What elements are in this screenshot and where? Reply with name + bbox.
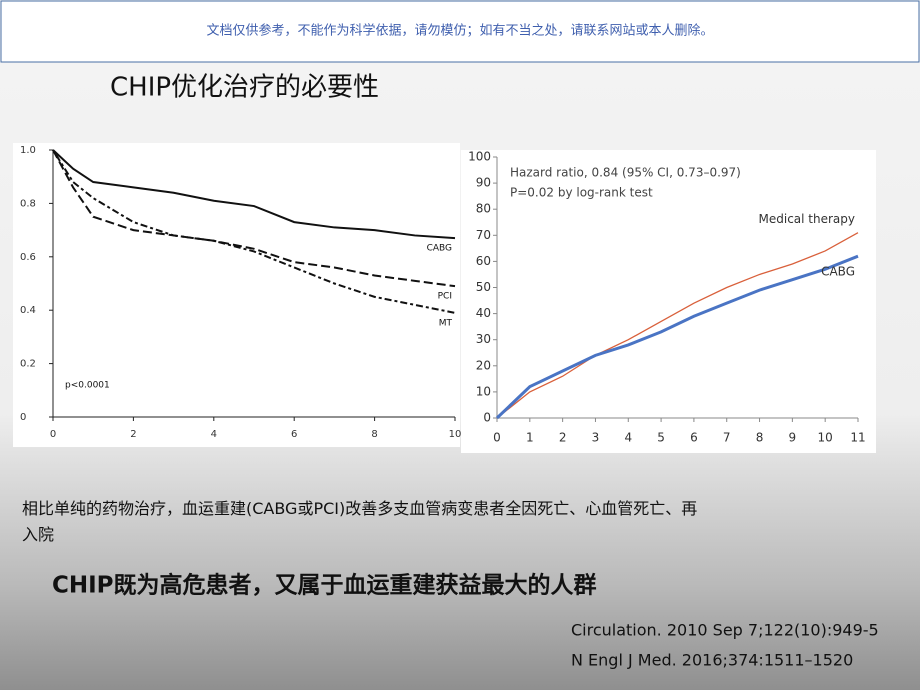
y-tick-label: 30 xyxy=(476,332,491,346)
chart-right-bg xyxy=(461,150,876,453)
x-tick-label: 4 xyxy=(624,431,632,445)
x-tick-label: 6 xyxy=(291,429,297,440)
series-line xyxy=(52,149,456,314)
chart-left-bg xyxy=(13,143,460,447)
annotation: p<0.0001 xyxy=(65,381,110,391)
y-tick-label: 60 xyxy=(476,254,491,268)
x-tick-label: 8 xyxy=(371,429,377,440)
x-tick-label: 3 xyxy=(592,431,600,445)
x-tick-label: 0 xyxy=(50,429,56,440)
x-tick-label: 2 xyxy=(130,429,136,440)
banner-box xyxy=(0,0,920,63)
banner: 文档仅供参考，不能作为科学依据，请勿模仿；如有不当之处，请联系网站或本人删除。 xyxy=(206,23,713,39)
series-line xyxy=(495,254,859,420)
x-tick-label: 10 xyxy=(449,429,462,440)
y-tick-label: 100 xyxy=(468,150,491,164)
y-tick-label: 0.8 xyxy=(20,198,36,209)
series-line xyxy=(52,149,456,240)
y-tick-label: 20 xyxy=(476,358,491,372)
reference: N Engl J Med. 2016;374:1511–1520 xyxy=(571,651,853,670)
x-tick-label: 11 xyxy=(850,431,865,445)
annotation: Hazard ratio, 0.84 (95% CI, 0.73–0.97) xyxy=(510,166,741,180)
slide-title: CHIP优化治疗的必要性 xyxy=(110,73,379,103)
x-tick-label: 2 xyxy=(559,431,567,445)
x-tick-label: 1 xyxy=(526,431,534,445)
x-tick-label: 7 xyxy=(723,431,731,445)
x-tick-label: 10 xyxy=(818,431,833,445)
body-text: 相比单纯的药物治疗，血运重建(CABG或PCI)改善多支血管病变患者全因死亡、心… xyxy=(22,499,697,544)
series-label: PCI xyxy=(438,292,452,302)
headline: CHIP既为高危患者，又属于血运重建获益最大的人群 xyxy=(52,572,597,599)
y-tick-label: 1.0 xyxy=(20,145,36,156)
series-line xyxy=(52,149,456,288)
y-tick-label: 0.2 xyxy=(20,359,36,370)
y-tick-label: 0 xyxy=(483,411,491,425)
reference: Circulation. 2010 Sep 7;122(10):949-5 xyxy=(571,621,879,640)
series-label: Medical therapy xyxy=(759,212,856,226)
y-tick-label: 0.4 xyxy=(20,305,36,316)
y-tick-label: 0.6 xyxy=(20,252,36,263)
y-tick-label: 50 xyxy=(476,280,491,294)
x-tick-label: 5 xyxy=(657,431,665,445)
x-tick-label: 4 xyxy=(211,429,217,440)
series-label: CABG xyxy=(427,244,452,254)
x-tick-label: 8 xyxy=(756,431,764,445)
y-tick-label: 10 xyxy=(476,384,491,398)
y-tick-label: 90 xyxy=(476,176,491,190)
y-tick-label: 0 xyxy=(20,412,26,423)
series-label: CABG xyxy=(821,265,855,279)
annotation: P=0.02 by log-rank test xyxy=(510,186,653,200)
y-tick-label: 70 xyxy=(476,228,491,242)
series-label: MT xyxy=(439,318,453,328)
y-tick-label: 80 xyxy=(476,202,491,216)
x-tick-label: 9 xyxy=(789,431,797,445)
x-tick-label: 6 xyxy=(690,431,698,445)
series-line xyxy=(496,232,859,419)
y-tick-label: 40 xyxy=(476,306,491,320)
x-tick-label: 0 xyxy=(493,431,501,445)
